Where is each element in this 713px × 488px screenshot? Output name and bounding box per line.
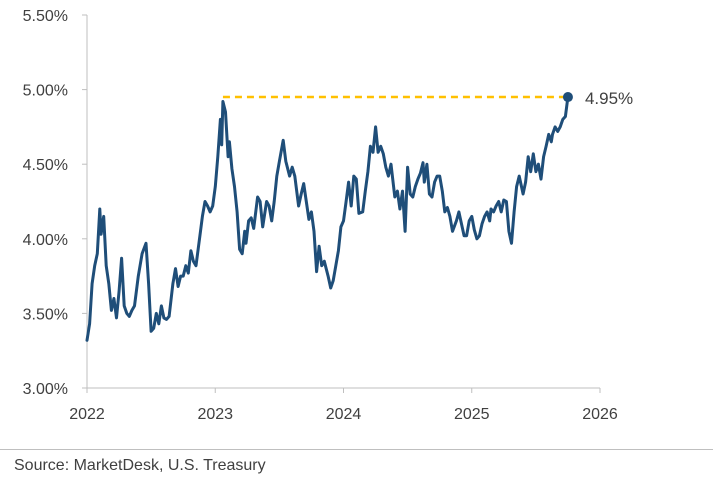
x-tick-label: 2023 <box>197 406 233 423</box>
y-tick-label: 4.50% <box>23 157 68 174</box>
y-tick-label: 3.00% <box>23 381 68 398</box>
annotation-group: 4.95% <box>585 89 633 108</box>
chart-axes <box>86 15 600 389</box>
x-tick-label: 2024 <box>326 406 362 423</box>
series-group <box>85 92 573 342</box>
y-axis-tick-labels: 3.00% 3.50% 4.00% 4.50% 5.00% 5.50% <box>23 8 87 398</box>
treasury-yield-line <box>85 95 570 342</box>
x-tick-label: 2022 <box>69 406 105 423</box>
y-tick-label: 5.50% <box>23 8 68 25</box>
y-tick-label: 3.50% <box>23 306 68 323</box>
y-tick-label: 4.00% <box>23 232 68 249</box>
x-tick-label: 2025 <box>454 406 490 423</box>
line-chart: 3.00%3.50%4.00%4.50%5.00%5.50% 2022 2023 2… <box>23 8 634 423</box>
source-note: Source: MarketDesk, U.S. Treasury <box>14 457 266 474</box>
y-tick-label: 5.00% <box>23 83 68 100</box>
latest-value-marker <box>562 92 573 103</box>
x-axis-tick-labels: 2022 2023 2024 2025 2026 <box>69 388 618 423</box>
latest-value-label: 4.95% <box>585 89 633 108</box>
x-tick-label: 2026 <box>582 406 618 423</box>
footer-divider <box>0 449 713 450</box>
